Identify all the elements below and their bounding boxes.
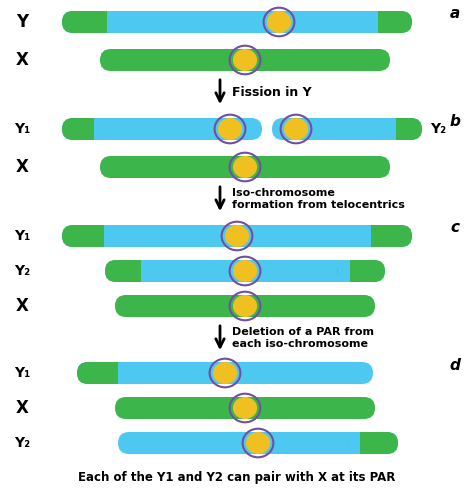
Text: Y: Y xyxy=(16,13,28,31)
FancyBboxPatch shape xyxy=(105,260,153,282)
Ellipse shape xyxy=(225,225,249,247)
FancyBboxPatch shape xyxy=(77,362,129,384)
Text: X: X xyxy=(16,399,28,417)
Text: c: c xyxy=(450,220,459,236)
FancyBboxPatch shape xyxy=(348,432,398,454)
FancyBboxPatch shape xyxy=(62,225,115,247)
Text: X: X xyxy=(16,51,28,69)
FancyBboxPatch shape xyxy=(118,432,398,454)
Text: Each of the Y1 and Y2 can pair with X at its PAR: Each of the Y1 and Y2 can pair with X at… xyxy=(78,471,396,485)
Text: Y₁: Y₁ xyxy=(14,122,30,136)
Ellipse shape xyxy=(233,260,257,282)
Bar xyxy=(141,260,154,282)
Text: Iso-chromosome
formation from telocentrics: Iso-chromosome formation from telocentri… xyxy=(232,188,405,210)
Bar xyxy=(104,225,116,247)
FancyBboxPatch shape xyxy=(384,118,422,140)
Bar xyxy=(359,225,371,247)
Ellipse shape xyxy=(284,118,308,140)
FancyBboxPatch shape xyxy=(272,118,422,140)
Bar xyxy=(108,11,119,33)
Text: Deletion of a PAR from
each iso-chromosome: Deletion of a PAR from each iso-chromoso… xyxy=(232,327,374,349)
Ellipse shape xyxy=(246,432,270,454)
Text: X: X xyxy=(16,158,28,176)
Text: d: d xyxy=(449,358,460,372)
FancyBboxPatch shape xyxy=(62,11,412,33)
Text: Y₁: Y₁ xyxy=(14,229,30,243)
Ellipse shape xyxy=(233,49,257,71)
Text: b: b xyxy=(449,114,460,128)
FancyBboxPatch shape xyxy=(62,225,412,247)
FancyBboxPatch shape xyxy=(359,225,412,247)
FancyBboxPatch shape xyxy=(105,260,385,282)
Ellipse shape xyxy=(218,118,242,140)
Ellipse shape xyxy=(233,397,257,419)
Ellipse shape xyxy=(213,362,237,384)
FancyBboxPatch shape xyxy=(62,11,118,33)
Bar xyxy=(366,11,378,33)
Bar xyxy=(337,260,350,282)
FancyBboxPatch shape xyxy=(366,11,412,33)
Bar xyxy=(384,118,396,140)
FancyBboxPatch shape xyxy=(337,260,385,282)
Text: Y₂: Y₂ xyxy=(14,264,30,278)
FancyBboxPatch shape xyxy=(100,49,390,71)
Ellipse shape xyxy=(233,156,257,178)
Text: Y₂: Y₂ xyxy=(14,436,30,450)
Bar xyxy=(94,118,106,140)
Ellipse shape xyxy=(233,295,257,317)
Ellipse shape xyxy=(267,11,291,33)
Text: a: a xyxy=(450,6,460,22)
Bar xyxy=(118,362,130,384)
Text: Y₂: Y₂ xyxy=(430,122,446,136)
FancyBboxPatch shape xyxy=(62,118,262,140)
FancyBboxPatch shape xyxy=(115,295,375,317)
Bar xyxy=(348,432,360,454)
Text: X: X xyxy=(16,297,28,315)
FancyBboxPatch shape xyxy=(115,397,375,419)
Text: Y₁: Y₁ xyxy=(14,366,30,380)
FancyBboxPatch shape xyxy=(77,362,373,384)
Text: Fission in Y: Fission in Y xyxy=(232,86,311,98)
FancyBboxPatch shape xyxy=(62,118,105,140)
FancyBboxPatch shape xyxy=(100,156,390,178)
